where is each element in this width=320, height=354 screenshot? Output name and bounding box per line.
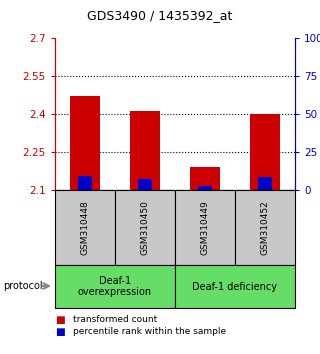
Bar (235, 190, 295, 265)
Text: Deaf-1
overexpression: Deaf-1 overexpression (78, 276, 152, 297)
Bar (190, 167, 220, 190)
Text: GSM310448: GSM310448 (81, 200, 90, 255)
Bar (175, 190, 235, 265)
Bar (138, 179, 152, 190)
Bar (70, 96, 100, 190)
Text: Deaf-1 deficiency: Deaf-1 deficiency (193, 281, 277, 291)
Bar (250, 114, 280, 190)
Text: GSM310450: GSM310450 (140, 200, 149, 255)
Bar (198, 186, 212, 190)
Text: GSM310449: GSM310449 (201, 200, 210, 255)
Bar (78, 176, 92, 190)
Text: GSM310452: GSM310452 (260, 200, 269, 255)
Text: GDS3490 / 1435392_at: GDS3490 / 1435392_at (87, 9, 233, 22)
Text: transformed count: transformed count (73, 315, 157, 325)
Text: ■: ■ (55, 327, 65, 337)
Bar (55, 265, 175, 308)
Bar (115, 190, 175, 265)
Text: ■: ■ (55, 315, 65, 325)
Bar (130, 112, 160, 190)
Bar (55, 190, 115, 265)
Text: protocol: protocol (3, 281, 43, 291)
Bar (175, 265, 295, 308)
Bar (258, 177, 272, 190)
Text: percentile rank within the sample: percentile rank within the sample (73, 327, 226, 337)
